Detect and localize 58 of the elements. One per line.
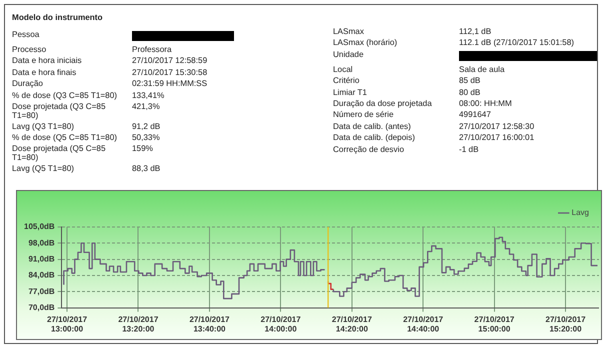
y-tick-label: 98,0dB <box>28 238 55 248</box>
text: Professora <box>132 45 172 54</box>
category-label: Processo <box>12 45 48 55</box>
category-label: Correção de desvio <box>333 144 405 154</box>
text: 133,41% <box>132 90 164 100</box>
category-label: Limiar T1 <box>333 88 368 98</box>
category-label: Local <box>333 64 354 74</box>
category-label: LASmax <box>333 27 365 37</box>
text: 421,3% <box>132 102 160 111</box>
y-tick-label: 105,0dB <box>24 222 55 232</box>
x-tick-label: 27/10/2017 14:40:00 <box>403 314 444 334</box>
text: 27/10/2017 15:30:58 <box>132 68 208 77</box>
category-label: Lavg (Q3 T1=80) <box>12 122 75 132</box>
category-label: Duração da dose projetada <box>333 98 433 109</box>
category-label: Data de calib. (depois) <box>333 133 416 143</box>
text: Sala de aula <box>459 64 505 74</box>
x-tick-label: 27/10/2017 14:00:00 <box>260 314 302 334</box>
category-label: Unidade <box>333 50 364 60</box>
category-label: Critério <box>333 76 360 86</box>
text: 159% <box>132 144 153 154</box>
category-label: Data e hora finais <box>12 68 78 78</box>
category-label: Data de calib. (antes) <box>333 122 412 132</box>
text: 08:00: HH:MM <box>459 98 512 108</box>
category-label: Pessoa <box>12 30 40 40</box>
text: 88,3 dB <box>132 164 160 173</box>
category-label: LASmax (horário) <box>333 38 398 48</box>
text: 02:31:59 HH:MM:SS <box>132 79 208 88</box>
text: 85 dB <box>459 76 480 86</box>
x-tick-label: 27/10/2017 13:20:00 <box>118 314 159 334</box>
category-label: Duração <box>12 79 44 89</box>
text: 112.1 dB (27/10/2017 15:01:58) <box>459 38 574 48</box>
y-tick-label: 77,0dB <box>28 286 55 296</box>
x-tick-label: 27/10/2017 15:20:00 <box>546 314 586 334</box>
text: 27/10/2017 12:58:30 <box>459 122 534 131</box>
category-label: Lavg (Q5 T1=80) <box>12 164 75 174</box>
text: 50,33% <box>132 132 160 142</box>
x-tick-label: 27/10/2017 13:00:00 <box>47 314 88 334</box>
x-tick-label: 27/10/2017 14:20:00 <box>332 314 372 334</box>
text: 80 dB <box>459 88 480 97</box>
text: 91,2 dB <box>132 122 160 131</box>
text: 4991647 <box>459 110 491 120</box>
category-label: % de dose (Q5 C=85 T1=80) <box>12 132 118 143</box>
category-label: Número de série <box>333 110 395 120</box>
x-tick-label: 27/10/2017 15:00:00 <box>474 314 515 334</box>
category-label: % de dose (Q3 C=85 T1=80) <box>12 90 118 100</box>
category-label: Data e hora iniciais <box>12 56 83 66</box>
y-tick-label: 70,0dB <box>28 303 55 312</box>
text: -1 dB <box>459 144 479 154</box>
category-label: Dose projetada (Q5 C=85 T1=80) <box>12 144 107 163</box>
legend-label: Lavg <box>572 208 590 218</box>
text: 27/10/2017 16:00:01 <box>459 133 534 142</box>
category-label: Modelo do instrumento <box>12 13 104 23</box>
y-tick-label: 84,0dB <box>28 270 55 280</box>
category-label: Dose projetada (Q3 C=85 T1=80) <box>12 102 107 120</box>
x-tick-label: 27/10/2017 13:40:00 <box>189 314 230 334</box>
y-tick-label: 91,0dB <box>28 254 55 264</box>
text: 27/10/2017 12:58:59 <box>132 56 208 66</box>
text: 112,1 dB <box>459 27 492 36</box>
